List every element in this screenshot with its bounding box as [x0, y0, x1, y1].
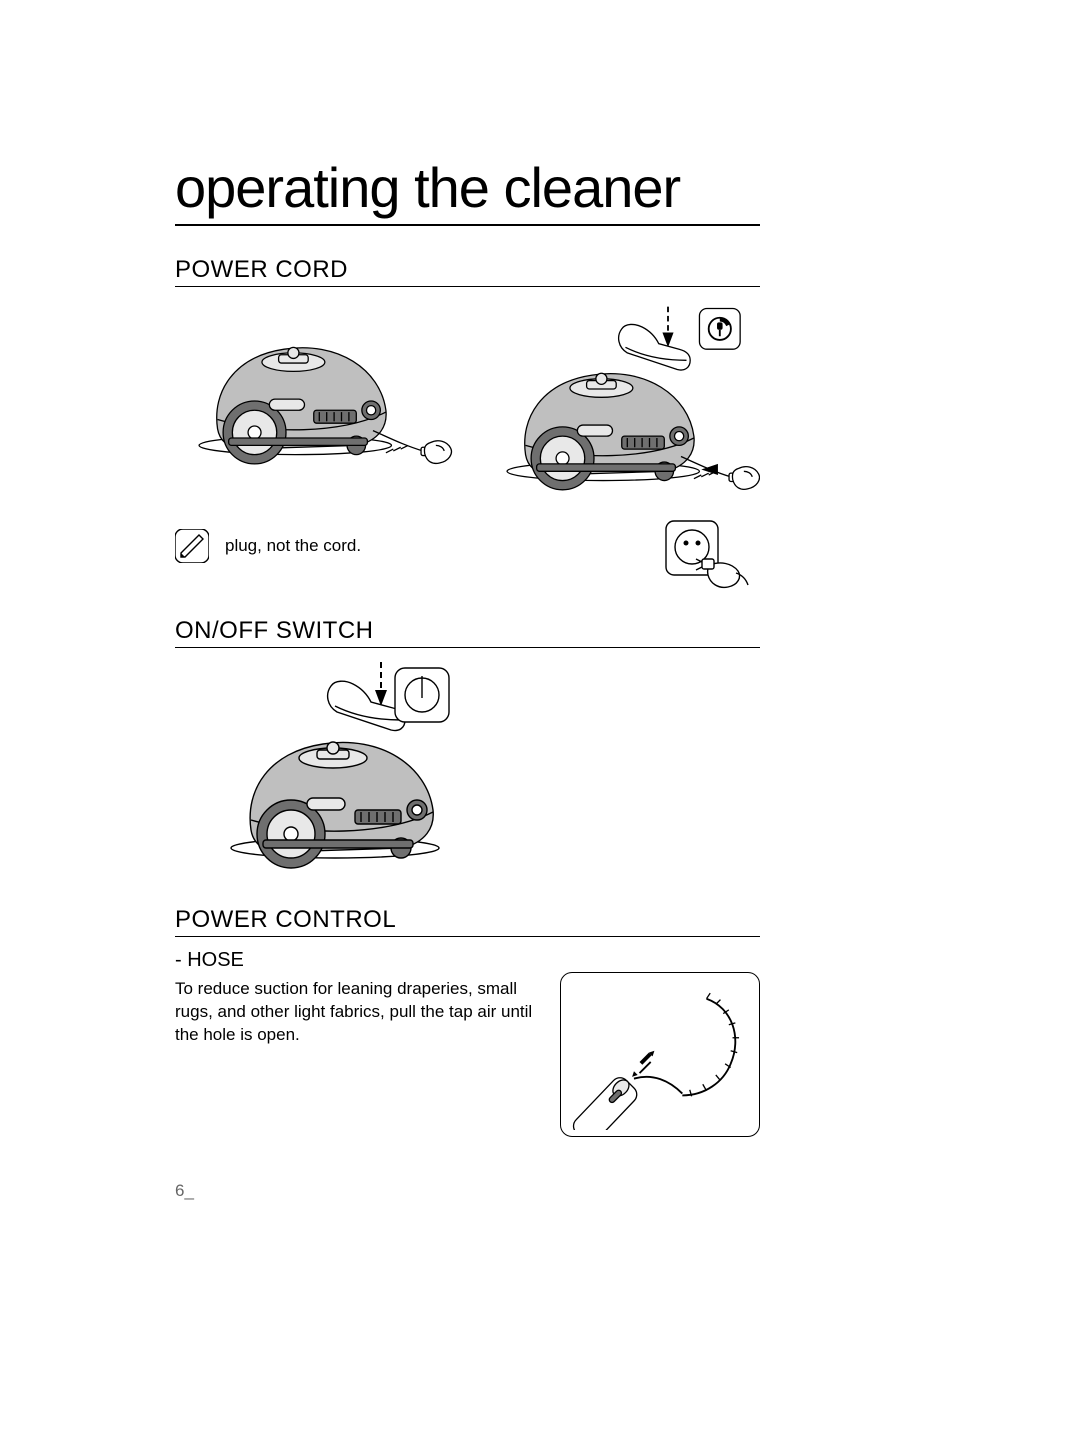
hose-row: To reduce suction for leaning draperies,… — [175, 978, 760, 1137]
illus-socket-hand — [660, 515, 770, 605]
illus-hose-handle — [560, 972, 760, 1137]
cord-rewind-icon — [699, 309, 740, 350]
section-heading-onoff: ON/OFF SWITCH — [175, 617, 760, 648]
page-number: 6_ — [175, 1181, 194, 1201]
note-text: plug, not the cord. — [225, 536, 361, 556]
manual-page: operating the cleaner POWER CORD — [0, 0, 1080, 1451]
notepad-pencil-icon — [175, 529, 209, 563]
hose-body-text: To reduce suction for leaning draperies,… — [175, 978, 548, 1047]
illus-vacuum-cord-out — [175, 301, 453, 501]
content-column: operating the cleaner POWER CORD — [175, 155, 760, 1137]
illus-vacuum-cord-rewind — [483, 301, 761, 501]
illus-vacuum-onoff — [205, 660, 505, 870]
subheading-hose: - HOSE — [175, 949, 760, 972]
power-switch-icon — [395, 668, 449, 722]
power-cord-illustrations — [175, 301, 760, 501]
section-heading-power-cord: POWER CORD — [175, 256, 760, 287]
section-heading-power-control: POWER CONTROL — [175, 906, 760, 937]
page-title: operating the cleaner — [175, 155, 760, 226]
